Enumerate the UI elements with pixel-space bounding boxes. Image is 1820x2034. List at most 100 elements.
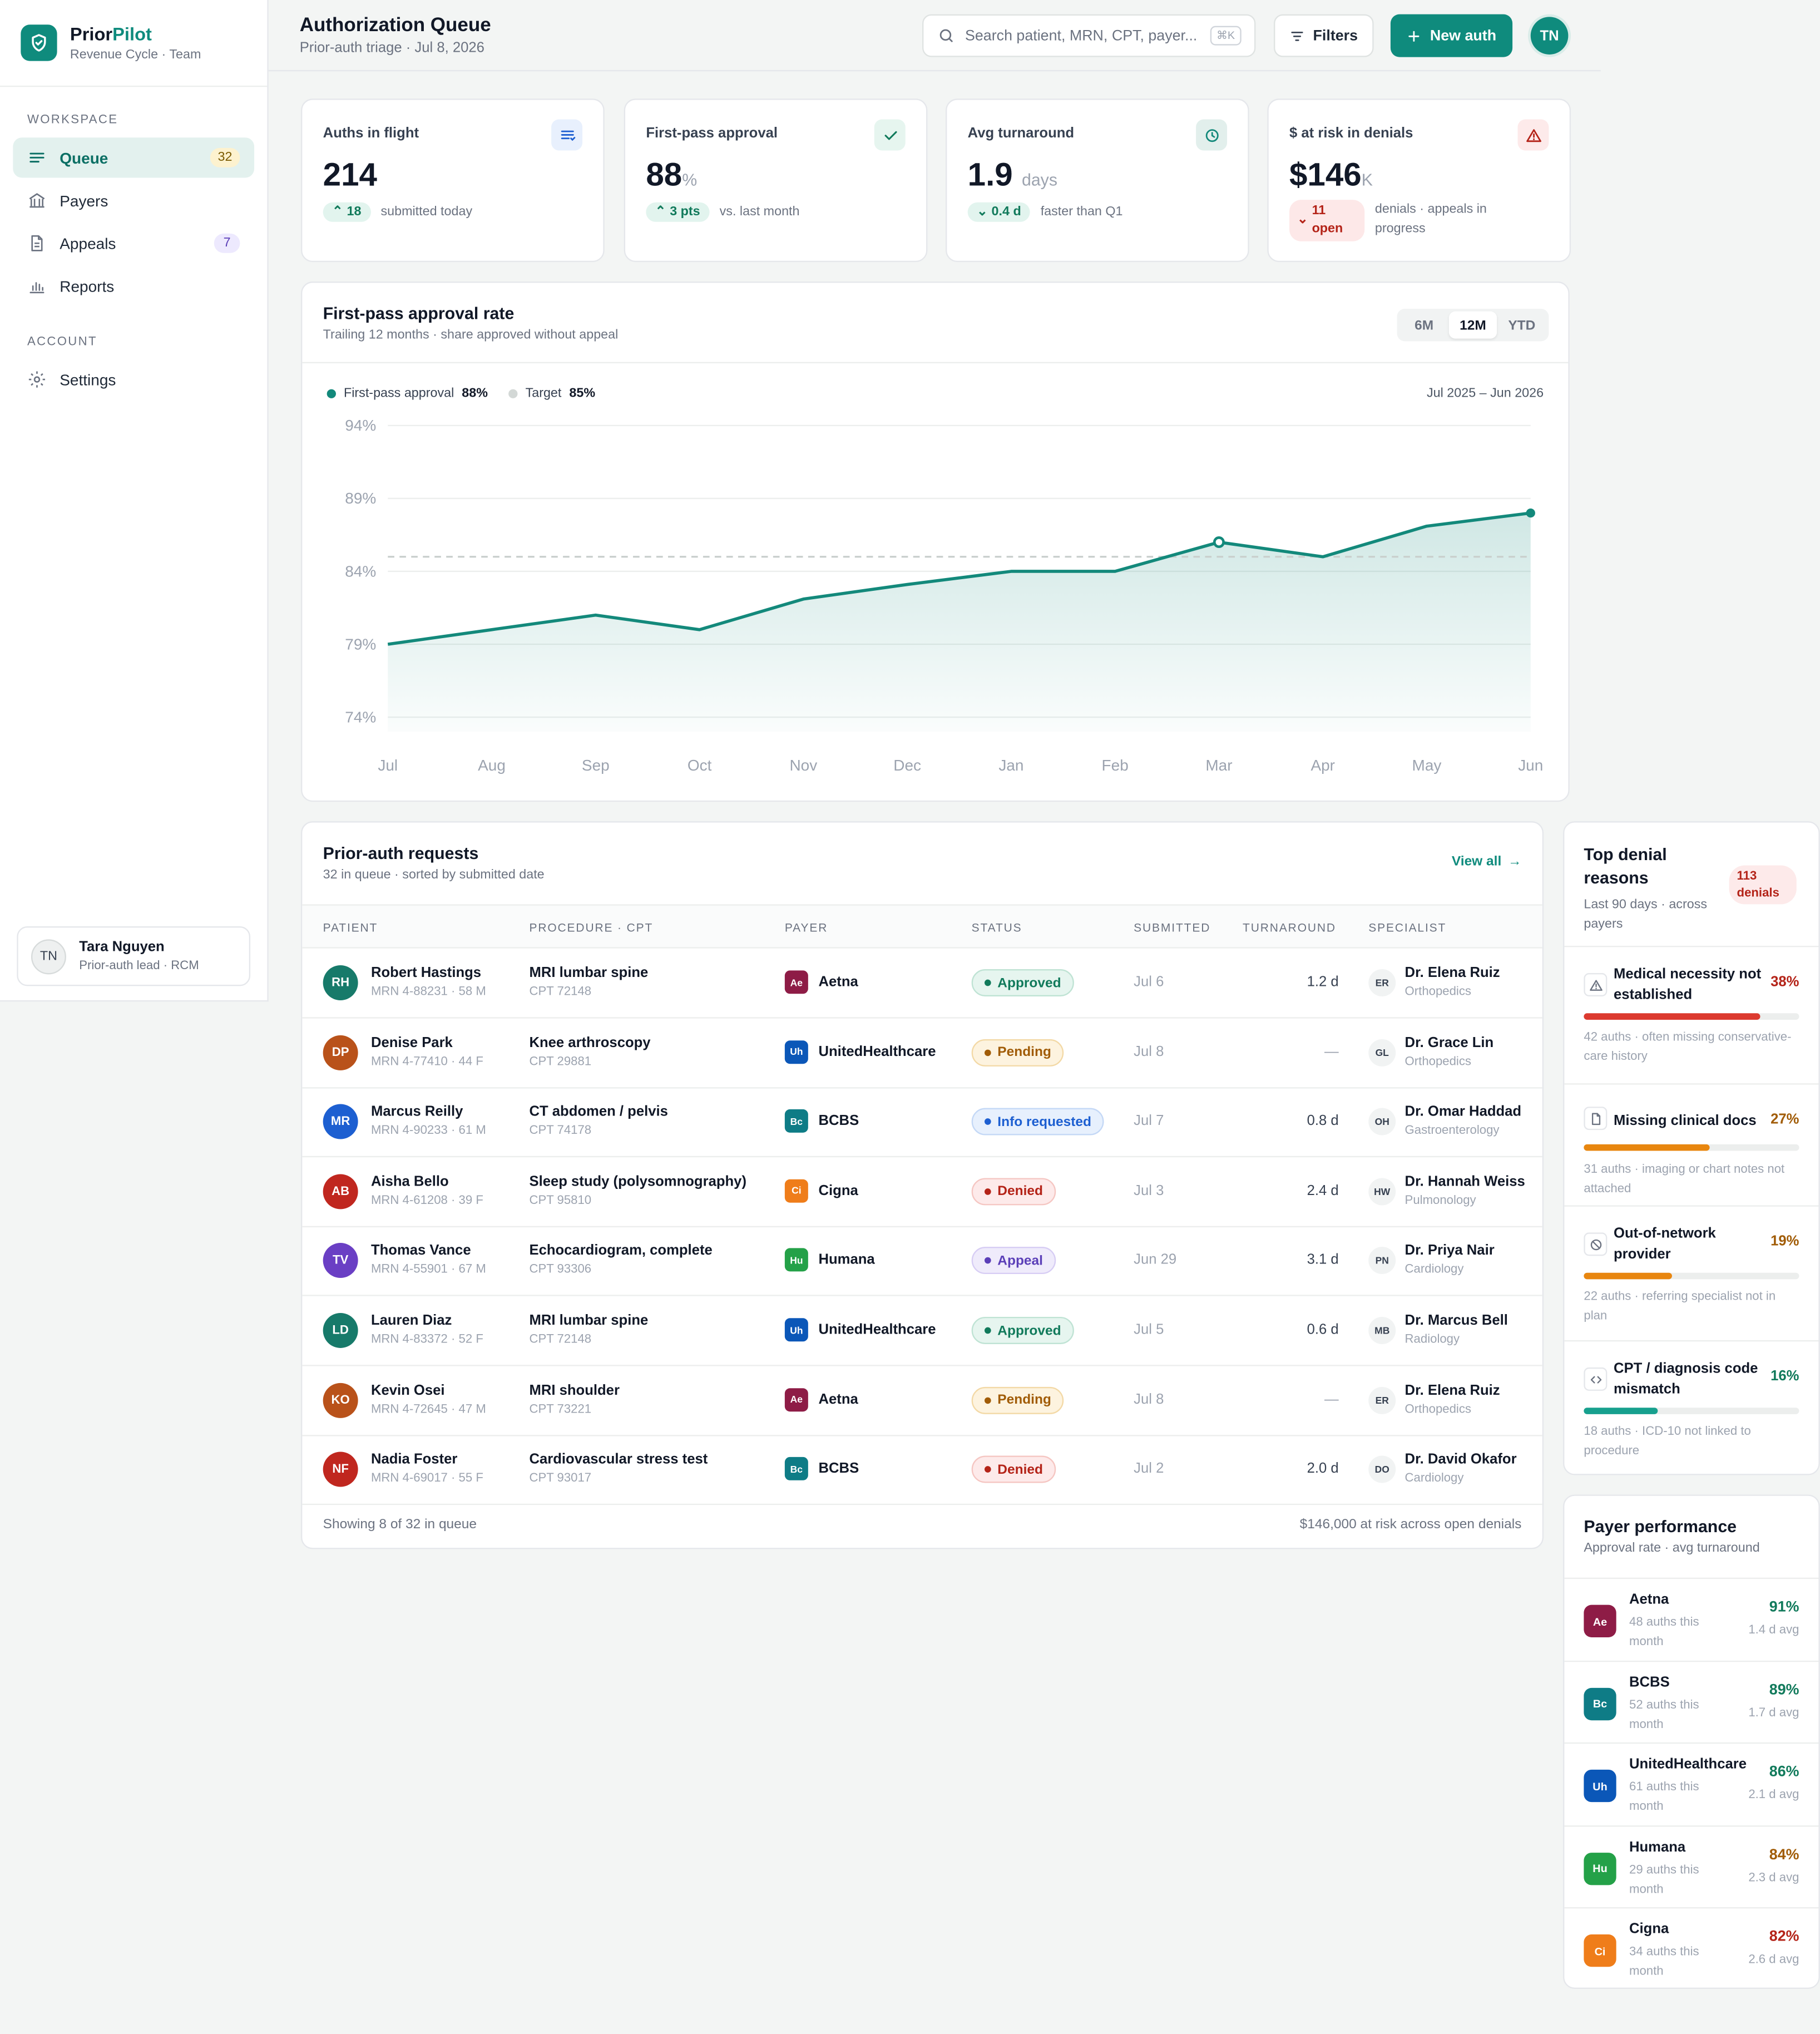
payer-row[interactable]: Bc BCBS 52 auths this month 89% 1.7 d avg (1564, 1660, 1819, 1743)
alert-triangle-icon (1584, 973, 1608, 996)
x-tick-label: Jun (1518, 757, 1543, 774)
header-avatar[interactable]: TN (1530, 17, 1569, 55)
submitted-date: Jun 29 (1134, 1252, 1177, 1268)
col-procedure[interactable]: PROCEDURE · CPT (529, 921, 654, 935)
sidebar-item-settings[interactable]: Settings (13, 359, 254, 399)
col-turnaround[interactable]: TURNAROUND (1243, 921, 1336, 935)
x-tick-label: Jan (998, 757, 1023, 774)
table-row[interactable]: AB Aisha Bello MRN 4-61208 · 39 F Sleep stu… (302, 1157, 1542, 1227)
data-point[interactable] (1526, 508, 1535, 518)
patient-name[interactable]: Aisha Bello (370, 1173, 449, 1189)
procedure-cpt: CPT 95810 (529, 1193, 592, 1208)
new-auth-label: New auth (1430, 28, 1497, 44)
chart-legend: First-pass approval 88% Target 85% (327, 387, 595, 401)
payers-subtitle: Approval rate · avg turnaround (1584, 1541, 1760, 1556)
chart-date-range: Jul 2025 – Jun 2026 (1427, 386, 1544, 401)
turnaround-value: 0.8 d (1307, 1113, 1339, 1129)
specialist-avatar: ER (1368, 969, 1396, 996)
specialist-name: Dr. Priya Nair (1404, 1243, 1495, 1259)
table-row[interactable]: MR Marcus Reilly MRN 4-90233 · 61 M CT abdo… (302, 1088, 1542, 1158)
patient-name[interactable]: Robert Hastings (370, 965, 482, 981)
table-row[interactable]: KO Kevin Osei MRN 4-72645 · 47 M MRI should… (302, 1366, 1542, 1436)
submitted-date: Jul 3 (1134, 1183, 1164, 1199)
view-all-link[interactable]: View all → (1451, 853, 1522, 870)
range-ytd[interactable]: YTD (1508, 317, 1536, 333)
denial-reason-desc: 18 auths · ICD-10 not linked to procedur… (1584, 1424, 1751, 1459)
denial-reason[interactable]: Missing clinical docs 27% 31 auths · imagi… (1564, 1083, 1819, 1205)
denial-reason[interactable]: CPT / diagnosis code mismatch 16% 18 auths… (1564, 1340, 1819, 1483)
sidebar: PriorPilot Revenue Cycle · Team WORKSPAC… (0, 0, 269, 1002)
table-row[interactable]: NF Nadia Foster MRN 4-69017 · 55 F Cardiova… (302, 1435, 1542, 1505)
procedure-cpt: CPT 73221 (529, 1401, 592, 1416)
sidebar-item-queue[interactable]: Queue 32 (13, 137, 255, 178)
status-badge: Denied (971, 1455, 1056, 1483)
y-tick-label: 84% (345, 562, 376, 580)
payer-row[interactable]: Uh UnitedHealthcare 61 auths this month 86%… (1564, 1742, 1819, 1825)
data-point[interactable] (1213, 536, 1225, 549)
appeals-count-badge: 7 (214, 233, 240, 253)
kpi-delta: ⌄ 0.4 d (967, 202, 1031, 222)
col-payer[interactable]: PAYER (784, 921, 828, 935)
range-6m[interactable]: 6M (1415, 317, 1434, 333)
x-tick-label: May (1412, 757, 1442, 774)
specialist-specialty: Pulmonology (1404, 1193, 1476, 1208)
col-status[interactable]: STATUS (971, 921, 1022, 935)
sidebar-item-reports[interactable]: Reports (13, 266, 254, 306)
filters-button[interactable]: Filters (1274, 14, 1374, 57)
sidebar-item-appeals[interactable]: Appeals 7 (13, 223, 254, 263)
procedure-cpt: CPT 72148 (529, 1332, 592, 1347)
specialist-avatar: GL (1368, 1038, 1396, 1066)
status-dot (984, 1188, 991, 1195)
search-input[interactable]: Search patient, MRN, CPT, payer... ⌘K (922, 14, 1256, 57)
x-tick-label: Sep (582, 757, 610, 774)
payer-logo: Bc (784, 1457, 808, 1481)
nav-section-account: ACCOUNT (27, 334, 97, 349)
brand[interactable]: PriorPilot Revenue Cycle · Team (0, 0, 268, 87)
table-row[interactable]: TV Thomas Vance MRN 4-55901 · 67 M Echocard… (302, 1227, 1542, 1297)
y-tick-label: 89% (345, 490, 376, 507)
denial-reason-desc: 22 auths · referring specialist not in p… (1584, 1290, 1776, 1324)
denial-reason-title: Missing clinical docs (1614, 1113, 1757, 1129)
procedure-name: MRI lumbar spine (529, 965, 649, 981)
turnaround-value: 2.4 d (1307, 1183, 1339, 1199)
patient-name[interactable]: Denise Park (370, 1034, 453, 1050)
patient-name[interactable]: Kevin Osei (370, 1382, 445, 1398)
turnaround-value: 2.0 d (1307, 1461, 1339, 1477)
table-row[interactable]: LD Lauren Diaz MRN 4-83372 · 52 F MRI lumba… (302, 1296, 1542, 1366)
list-icon (551, 119, 583, 151)
table-row[interactable]: RH Robert Hastings MRN 4-88231 · 58 M MRI l… (302, 949, 1542, 1019)
top-header: Authorization Queue Prior-auth triage · … (268, 0, 1601, 72)
table-row[interactable]: DP Denise Park MRN 4-77410 · 44 F Knee arth… (302, 1018, 1542, 1088)
arrow-right-icon: → (1507, 853, 1522, 870)
status-badge: Info requested (971, 1108, 1105, 1136)
patient-name[interactable]: Nadia Foster (370, 1452, 458, 1468)
patient-name[interactable]: Lauren Diaz (370, 1312, 452, 1329)
payer-row[interactable]: Ae Aetna 48 auths this month 91% 1.4 d avg (1564, 1577, 1819, 1661)
app-name: PriorPilot (70, 23, 152, 45)
sidebar-item-payers[interactable]: Payers (13, 180, 254, 220)
shield-logo-icon (21, 24, 57, 61)
user-card[interactable]: TN Tara Nguyen Prior-auth lead · RCM (17, 926, 251, 986)
specialist-specialty: Cardiology (1404, 1262, 1464, 1277)
payer-logo: Ae (1584, 1605, 1616, 1637)
col-specialist[interactable]: SPECIALIST (1368, 921, 1447, 935)
payer-cell: Ae Aetna (784, 1388, 858, 1411)
denial-reason[interactable]: Out-of-network provider 19% 22 auths · ref… (1564, 1205, 1819, 1340)
queue-count-badge: 32 (210, 147, 240, 167)
sidebar-item-label: Queue (60, 149, 108, 167)
document-icon (31, 235, 43, 251)
payer-row[interactable]: Hu Humana 29 auths this month 84% 2.3 d avg (1564, 1825, 1819, 1908)
patient-name[interactable]: Marcus Reilly (370, 1104, 463, 1120)
specialist-avatar: DO (1368, 1455, 1396, 1483)
legend-target: Target 85% (508, 387, 595, 401)
denial-reason[interactable]: Medical necessity not established 38% 42 a… (1564, 946, 1819, 1083)
patient-avatar: LD (323, 1312, 358, 1348)
patient-name[interactable]: Thomas Vance (370, 1243, 471, 1259)
user-name: Tara Nguyen (79, 939, 165, 955)
col-patient[interactable]: PATIENT (323, 921, 378, 935)
new-auth-button[interactable]: New auth (1390, 14, 1513, 57)
range-12m[interactable]: 12M (1448, 311, 1497, 339)
payer-cell: Ae Aetna (784, 970, 858, 994)
col-submitted[interactable]: SUBMITTED (1134, 921, 1211, 935)
payer-row[interactable]: Ci Cigna 34 auths this month 82% 2.6 d avg (1564, 1907, 1819, 1991)
